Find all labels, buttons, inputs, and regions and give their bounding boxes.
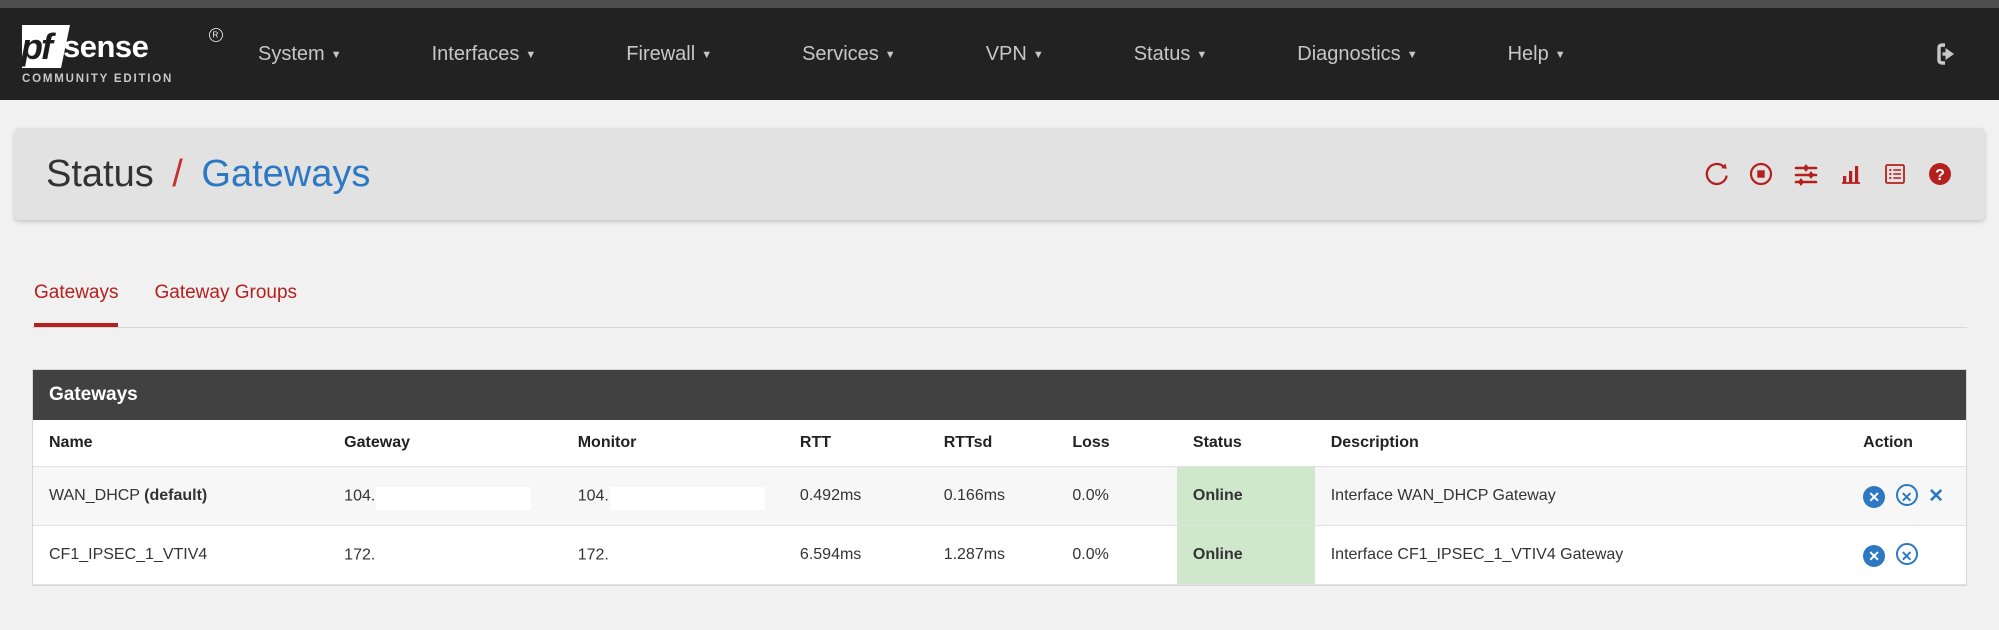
svg-text:pf: pf <box>20 26 56 67</box>
svg-text:sense: sense <box>63 29 149 64</box>
svg-text:COMMUNITY EDITION: COMMUNITY EDITION <box>22 73 173 84</box>
svg-text:?: ? <box>1935 167 1945 184</box>
svg-text:R: R <box>213 31 219 40</box>
